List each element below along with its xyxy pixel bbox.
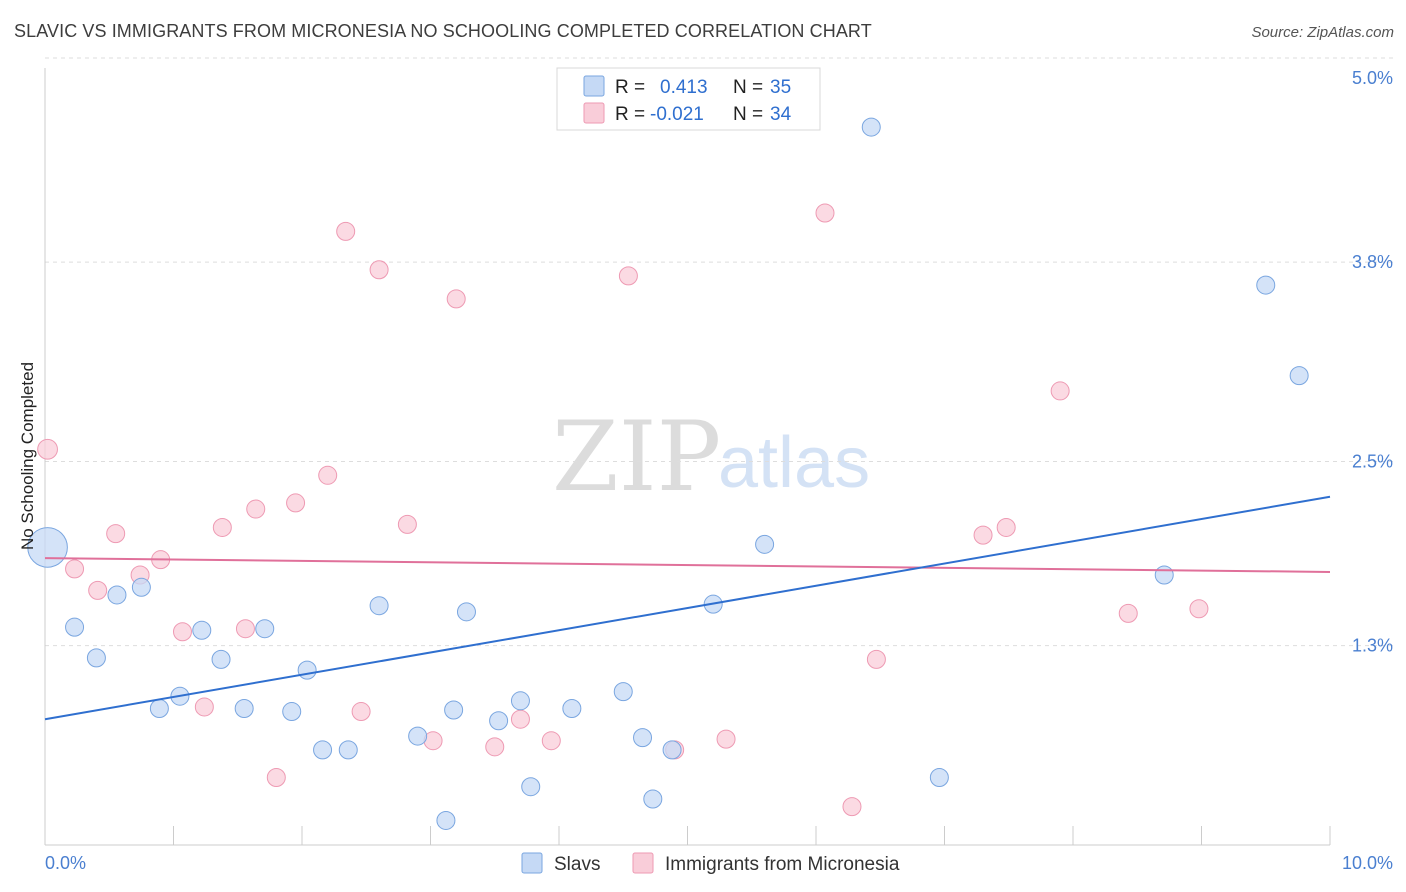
micronesia-point-19	[446, 289, 466, 309]
legend-n-label-slavs: N =	[733, 77, 763, 98]
watermark-atlas: atlas	[718, 423, 870, 503]
micronesia-point-14	[336, 221, 356, 241]
slavs-point-21	[510, 691, 530, 711]
micronesia-point-29	[973, 525, 993, 545]
watermark-zip: ZIP	[552, 401, 721, 513]
slavs-trend-line	[44, 495, 1331, 721]
micronesia-point-23	[618, 266, 638, 286]
slavs-point-30	[861, 117, 881, 137]
micronesia-point-1	[65, 559, 85, 579]
slavs-point-9	[234, 698, 254, 718]
micronesia-point-0	[37, 438, 58, 460]
slavs-point-31	[929, 768, 949, 788]
slavs-point-13	[313, 740, 333, 760]
legend-n-value-slavs: 35	[770, 77, 791, 98]
slavs-point-33	[1256, 275, 1276, 295]
micronesia-point-7	[194, 697, 214, 717]
micronesia-point-20	[485, 737, 505, 757]
slavs-point-15	[369, 596, 389, 616]
x-tick-label-max: 10.0%	[1342, 853, 1393, 873]
micronesia-point-2	[88, 580, 108, 600]
micronesia-point-27	[842, 797, 862, 817]
micronesia-point-10	[246, 499, 266, 519]
series-legend: Slavs Immigrants from Micronesia	[521, 852, 900, 875]
legend-r-label-slavs: R =	[615, 77, 645, 98]
micronesia-point-6	[172, 622, 192, 642]
slavs-point-11	[282, 702, 302, 722]
legend-r-label-micronesia: R =	[615, 104, 645, 125]
slavs-point-24	[613, 682, 633, 702]
micronesia-point-17	[397, 514, 417, 534]
micronesia-point-12	[286, 493, 306, 513]
micronesia-point-21	[510, 709, 530, 729]
y-tick-labels: 1.3% 2.5% 3.8% 5.0%	[1352, 68, 1393, 656]
micronesia-point-26	[815, 203, 835, 223]
micronesia-point-32	[1118, 603, 1138, 623]
slavs-point-19	[456, 602, 476, 622]
micronesia-trend-line	[44, 557, 1331, 573]
bottom-legend-label-micronesia: Immigrants from Micronesia	[665, 854, 900, 875]
slavs-point-1	[65, 617, 85, 637]
micronesia-point-11	[266, 768, 286, 788]
legend-n-label-micronesia: N =	[733, 104, 763, 125]
slavs-point-22	[521, 777, 541, 797]
slavs-point-34	[1289, 366, 1309, 386]
correlation-legend: R = 0.413 N = 35 R = -0.021 N = 34	[556, 67, 821, 131]
slavs-point-3	[107, 585, 127, 605]
legend-n-value-micronesia: 34	[770, 104, 792, 125]
legend-swatch-slavs	[583, 75, 605, 97]
slavs-point-12	[297, 660, 317, 680]
slavs-point-20	[489, 711, 509, 731]
slavs-point-32	[1154, 565, 1174, 585]
trend-lines	[44, 495, 1331, 721]
micronesia-point-25	[716, 729, 736, 749]
legend-swatch-micronesia	[583, 102, 605, 124]
slavs-point-18	[436, 810, 456, 830]
source-label: Source: ZipAtlas.com	[1251, 24, 1394, 41]
micronesia-point-16	[369, 260, 389, 280]
x-tick-label-min: 0.0%	[45, 853, 86, 873]
micronesia-point-3	[106, 524, 126, 544]
gridlines	[45, 57, 1393, 647]
micronesia-point-33	[1189, 599, 1209, 619]
micronesia-point-30	[996, 517, 1016, 537]
slavs-point-10	[255, 619, 275, 639]
micronesia-point-22	[541, 731, 561, 751]
slavs-point-17	[444, 700, 464, 720]
legend-r-value-slavs: 0.413	[660, 77, 708, 98]
micronesia-point-9	[235, 619, 255, 639]
micronesia-points	[37, 203, 1209, 817]
micronesia-point-8	[212, 517, 232, 537]
chart-title: SLAVIC VS IMMIGRANTS FROM MICRONESIA NO …	[14, 21, 872, 41]
micronesia-point-15	[351, 702, 371, 722]
micronesia-point-28	[866, 649, 886, 669]
legend-r-value-micronesia: -0.021	[650, 104, 704, 125]
slavs-point-5	[149, 698, 169, 718]
bottom-legend-swatch-slavs	[521, 852, 543, 874]
y-axis-title: No Schooling Completed	[18, 362, 37, 550]
slavs-point-4	[131, 577, 151, 597]
y-tick-label-2: 3.8%	[1352, 252, 1393, 272]
slavs-points	[27, 117, 1309, 830]
slavs-point-27	[662, 740, 682, 760]
slavs-point-14	[338, 740, 358, 760]
slavs-point-16	[408, 726, 428, 746]
micronesia-point-31	[1050, 381, 1070, 401]
slavs-point-8	[211, 649, 231, 669]
bottom-legend-label-slavs: Slavs	[554, 854, 600, 875]
slavs-point-2	[86, 648, 106, 668]
y-tick-label-3: 5.0%	[1352, 68, 1393, 88]
slavs-point-7	[192, 620, 212, 640]
x-ticks	[173, 826, 1331, 845]
slavs-point-29	[755, 534, 775, 554]
slavs-point-23	[562, 698, 582, 718]
y-tick-label-1: 2.5%	[1352, 452, 1393, 472]
slavs-point-25	[633, 728, 653, 748]
y-tick-label-0: 1.3%	[1352, 636, 1393, 656]
slavs-point-26	[643, 789, 663, 809]
micronesia-point-13	[318, 465, 338, 485]
bottom-legend-swatch-micronesia	[632, 852, 654, 874]
